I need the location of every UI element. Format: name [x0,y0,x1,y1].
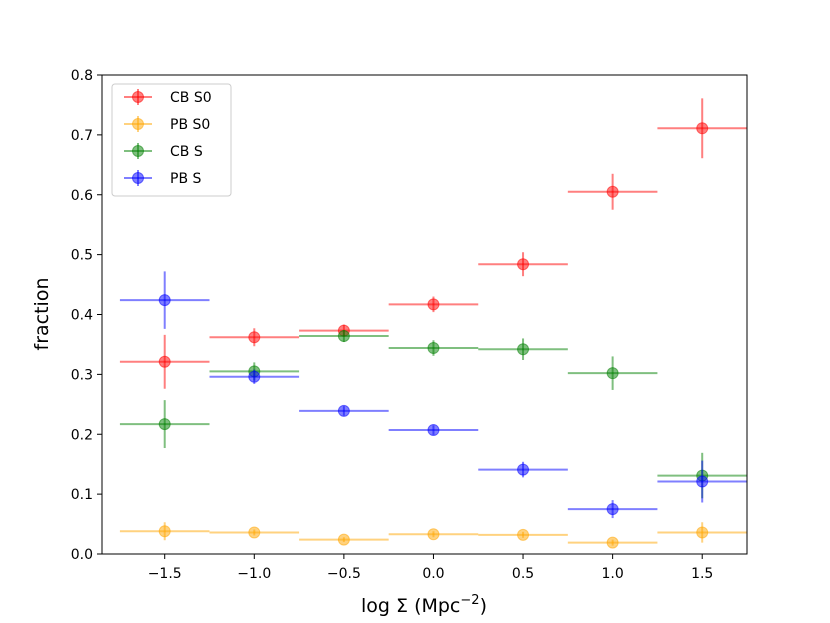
x-tick-label: 0.0 [422,566,444,582]
data-point [517,463,530,476]
data-point [696,122,709,135]
legend: CB S0 PB S0 CB S PB S [111,83,232,197]
x-tick-label: −1.0 [237,566,271,582]
data-point [427,424,440,437]
y-tick-label: 0.1 [71,487,93,503]
series-pb-s [119,271,747,519]
legend-item: PB S [124,170,201,187]
legend-marker [132,118,144,130]
data-point [248,331,261,344]
data-point [337,533,350,546]
y-tick-label: 0.8 [71,68,93,84]
data-point [427,342,440,355]
y-axis-label: fraction [31,278,53,351]
x-axis-label: log Σ (Mpc−2) [361,593,487,617]
data-point [517,528,530,541]
x-tick-label: 1.0 [601,566,623,582]
y-tick-label: 0.2 [71,427,93,443]
series-pb-s0 [119,522,747,549]
series-cb-s0 [119,98,747,389]
data-point [248,526,261,539]
data-point [427,298,440,311]
legend-label: CB S [170,144,203,160]
data-point [517,343,530,356]
legend-marker [132,145,144,157]
x-tick-label: −0.5 [327,566,361,582]
data-point [606,185,619,198]
data-point [158,418,171,431]
y-tick-label: 0.0 [71,547,93,563]
legend-marker [132,172,144,184]
y-ticks: 0.0 0.1 0.2 0.3 0.4 0.5 0.6 0.7 0.8 [71,68,102,563]
data-point [606,367,619,380]
legend-label: PB S0 [170,117,210,133]
legend-label: PB S [170,171,201,187]
x-tick-label: −1.5 [148,566,182,582]
legend-item: CB S0 [124,89,212,106]
data-point [158,355,171,368]
legend-label: CB S0 [170,90,212,106]
legend-marker [132,91,144,103]
data-point [517,258,530,271]
x-tick-label: 0.5 [512,566,534,582]
y-tick-label: 0.6 [71,188,93,204]
x-tick-label: 1.5 [691,566,713,582]
data-point [427,528,440,541]
y-tick-label: 0.4 [71,308,93,324]
data-point [696,526,709,539]
legend-box [111,83,232,197]
data-point [158,525,171,538]
x-axis-label-superscript: −2 [460,593,479,608]
y-tick-label: 0.7 [71,128,93,144]
x-ticks: −1.5 −1.0 −0.5 0.0 0.5 1.0 1.5 [148,554,713,582]
plot-frame [101,74,748,555]
x-axis-label-main: log Σ (Mpc [361,595,460,617]
series-layer [119,98,747,549]
data-point [248,370,261,383]
data-point [337,330,350,343]
data-point [696,475,709,488]
x-axis-label-close: ) [480,595,487,617]
y-tick-label: 0.5 [71,248,93,264]
legend-item: PB S0 [124,116,210,133]
legend-item: CB S [124,143,203,160]
data-point [606,503,619,516]
data-point [606,536,619,549]
y-tick-label: 0.3 [71,367,93,383]
data-point [158,294,171,307]
data-point [337,404,350,417]
